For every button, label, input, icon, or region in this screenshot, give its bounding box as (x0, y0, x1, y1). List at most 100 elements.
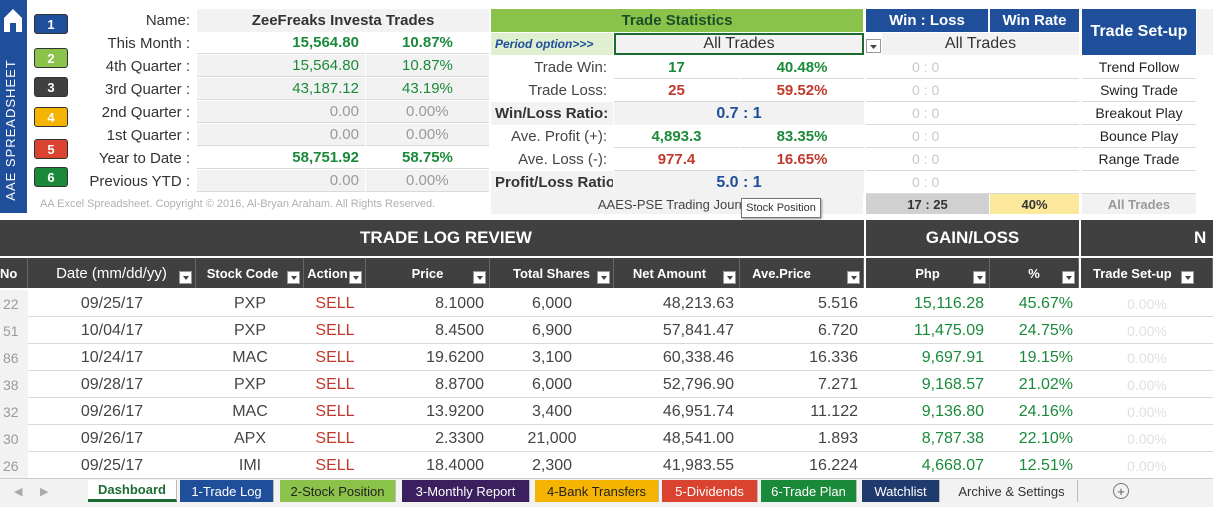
trade-win-count: 17 (614, 56, 739, 79)
filter-icon[interactable] (847, 271, 860, 284)
cell-date: 09/28/17 (80, 375, 144, 393)
period-select[interactable]: All Trades (614, 33, 864, 55)
win-rate-header: Win Rate (990, 9, 1079, 32)
col-total-shares[interactable]: Total Shares (490, 258, 614, 288)
sort-icon[interactable] (973, 271, 986, 284)
table-row[interactable]: 22 09/25/17 PXP SELL 8.1000 6,000 48,213… (0, 290, 1213, 317)
cell-setup: 0.00% (1127, 403, 1167, 420)
cell-price: 8.8700 (435, 375, 484, 393)
col-label: Stock Code (206, 265, 279, 281)
cell-date: 09/26/17 (80, 429, 144, 447)
tab-monthly-report[interactable]: 3-Monthly Report (402, 480, 530, 502)
cell-action: SELL (315, 294, 355, 312)
col-label: Ave.Price (752, 265, 811, 281)
filter-icon[interactable] (473, 271, 486, 284)
scroll-right-icon[interactable]: ▶ (40, 486, 49, 498)
table-row[interactable]: 26 09/25/17 IMI SELL 18.4000 2,300 41,98… (0, 452, 1213, 479)
cell-shares: 6,000 (531, 375, 573, 393)
nav-button-5[interactable]: 5 (34, 139, 68, 159)
col-label: Total Shares (512, 265, 591, 281)
ave-loss-label: Ave. Loss (-): (518, 151, 607, 168)
cell-date: 10/24/17 (80, 348, 144, 366)
table-row[interactable]: 51 10/04/17 PXP SELL 8.4500 6,900 57,841… (0, 317, 1213, 344)
tab-archive-settings[interactable]: Archive & Settings (946, 480, 1078, 502)
summary-pct: 0.00% (366, 101, 489, 123)
sidebar: AAE SPREADSHEET (0, 0, 27, 213)
cell-pct: 45.67% (1018, 294, 1073, 312)
cell-net: 46,951.74 (662, 402, 734, 420)
nav-button-6[interactable]: 6 (34, 167, 68, 187)
cell-no: 26 (0, 452, 28, 479)
win-loss-value: 0 : 0 (866, 171, 1079, 194)
setup-filter-value[interactable]: All Trades (882, 33, 1079, 55)
cell-shares: 3,400 (531, 402, 573, 420)
table-row[interactable]: 30 09/26/17 APX SELL 2.3300 21,000 48,54… (0, 425, 1213, 452)
cell-setup: 0.00% (1127, 376, 1167, 393)
col-date[interactable]: Date (mm/dd/yy) (28, 258, 196, 288)
cell-pct: 19.15% (1018, 348, 1073, 366)
summary-label: 3rd Quarter : (104, 80, 190, 98)
cell-setup: 0.00% (1127, 322, 1167, 339)
cell-action: SELL (315, 456, 355, 474)
tab-watchlist[interactable]: Watchlist (862, 480, 940, 502)
cell-shares: 6,000 (531, 294, 573, 312)
cell-action: SELL (315, 402, 355, 420)
col-stock-code[interactable]: Stock Code (196, 258, 304, 288)
nav-button-2[interactable]: 2 (34, 48, 68, 68)
nav-button-3[interactable]: 3 (34, 77, 68, 97)
dropdown-arrow-icon[interactable] (866, 39, 881, 53)
col-action[interactable]: Action (304, 258, 366, 288)
cell-no: 38 (0, 371, 28, 398)
cell-action: SELL (315, 321, 355, 339)
col-trade-setup[interactable]: Trade Set-up (1081, 258, 1213, 288)
table-row[interactable]: 86 10/24/17 MAC SELL 19.6200 3,100 60,33… (0, 344, 1213, 371)
tab-bank-transfers[interactable]: 4-Bank Transfers (535, 480, 659, 502)
cell-code: APX (233, 429, 266, 447)
cell-php: 9,136.80 (921, 402, 984, 420)
col-price[interactable]: Price (366, 258, 490, 288)
cell-php: 11,475.09 (914, 321, 984, 339)
cell-net: 48,213.63 (662, 294, 734, 312)
filter-icon[interactable] (1062, 271, 1075, 284)
cell-setup: 0.00% (1127, 457, 1167, 474)
cell-date: 10/04/17 (80, 321, 144, 339)
tab-stock-position[interactable]: 2-Stock Position (280, 480, 396, 502)
cell-price: 8.4500 (435, 321, 484, 339)
table-row[interactable]: 38 09/28/17 PXP SELL 8.8700 6,000 52,796… (0, 371, 1213, 398)
cell-no: 22 (0, 290, 28, 317)
summary-pct: 43.19% (366, 78, 489, 100)
tab-dividends[interactable]: 5-Dividends (662, 480, 758, 502)
tab-trade-log[interactable]: 1-Trade Log (180, 480, 274, 502)
cell-ave: 5.516 (817, 294, 858, 312)
nav-button-1[interactable]: 1 (34, 14, 68, 34)
tab-dashboard[interactable]: Dashboard (88, 480, 177, 502)
filter-icon[interactable] (597, 271, 610, 284)
filter-icon[interactable] (349, 271, 362, 284)
setup-item-empty (1082, 171, 1196, 194)
filter-icon[interactable] (723, 271, 736, 284)
filter-icon[interactable] (287, 271, 300, 284)
col-php[interactable]: Php (866, 258, 990, 288)
win-loss-value: 0 : 0 (866, 148, 1079, 171)
home-icon[interactable] (2, 4, 24, 34)
col-no[interactable]: No (0, 258, 28, 288)
ave-loss-pct: 16.65% (740, 148, 864, 171)
add-sheet-icon[interactable]: + (1113, 483, 1129, 499)
summary-label: 2nd Quarter : (101, 103, 190, 121)
summary-label: This Month : (107, 34, 190, 52)
scroll-left-icon[interactable]: ◀ (14, 486, 23, 498)
tab-trade-plan[interactable]: 6-Trade Plan (761, 480, 857, 502)
cell-code: PXP (233, 375, 266, 393)
col-pct[interactable]: % (990, 258, 1079, 288)
filter-icon[interactable] (179, 271, 192, 284)
cell-shares: 2,300 (531, 456, 573, 474)
table-row[interactable]: 32 09/26/17 MAC SELL 13.9200 3,400 46,95… (0, 398, 1213, 425)
ave-profit-value: 4,893.3 (614, 125, 739, 148)
col-net-amount[interactable]: Net Amount (614, 258, 740, 288)
col-label: Date (mm/dd/yy) (56, 264, 167, 282)
cell-code: IMI (238, 456, 262, 474)
col-ave-price[interactable]: Ave.Price (740, 258, 864, 288)
cell-php: 4,668.07 (921, 456, 984, 474)
nav-button-4[interactable]: 4 (34, 107, 68, 127)
filter-icon[interactable] (1181, 271, 1194, 284)
